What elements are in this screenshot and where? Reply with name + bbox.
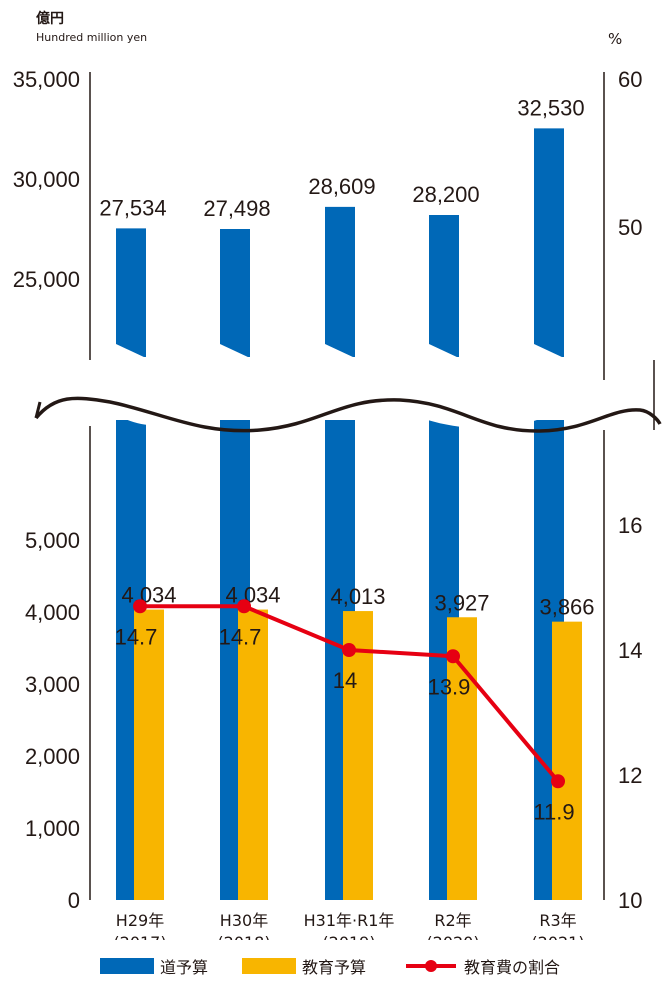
education-data-label: 3,866 [539, 595, 594, 620]
ratio-data-label: 13.9 [428, 674, 471, 699]
right-axis-tick-label: 10 [618, 888, 642, 913]
x-axis-category-label: H29年 [116, 911, 164, 930]
education-bar [238, 609, 268, 900]
budget-bar-upper [325, 206, 355, 358]
ratio-point [133, 599, 147, 614]
left-axis-tick-label: 5,000 [25, 528, 80, 553]
legend-swatch-ratio [406, 960, 456, 972]
education-data-label: 4,034 [121, 583, 176, 608]
left-axis-tick-label: 25,000 [13, 267, 80, 292]
legend: 道予算 教育予算 教育費の割合 [0, 950, 662, 980]
x-axis-category-label: H31年·R1年 [304, 911, 395, 930]
legend-label-budget: 道予算 [160, 958, 209, 977]
left-axis-tick-label: 2,000 [25, 744, 80, 769]
legend-label-education: 教育予算 [302, 958, 367, 977]
x-axis-category-label: R2年 [434, 911, 471, 930]
legend-swatch-education [242, 958, 296, 974]
legend-item-budget: 道予算 [100, 954, 208, 978]
ratio-data-label: 14.7 [115, 624, 158, 649]
left-axis-tick-label: 0 [68, 888, 80, 913]
axis-break-left-cap [34, 401, 42, 419]
right-axis-tick-label: 16 [618, 513, 642, 538]
axis-break-white [0, 357, 662, 429]
axis-break-squiggle [34, 396, 662, 433]
x-axis-category-label: H30年 [220, 911, 268, 930]
education-data-label: 3,927 [434, 590, 489, 615]
legend-item-ratio: 教育費の割合 [404, 954, 560, 978]
budget-data-label: 28,609 [308, 174, 375, 199]
left-axis-tick-label: 1,000 [25, 816, 80, 841]
legend-swatch-budget [100, 958, 154, 974]
budget-bar-upper [429, 215, 459, 358]
right-axis-tick-label: 50 [618, 215, 642, 240]
education-bar [134, 609, 164, 900]
x-axis-category-label: R3年 [539, 911, 576, 930]
budget-data-label: 28,200 [412, 182, 479, 207]
left-axis-tick-label: 30,000 [13, 167, 80, 192]
education-bar [343, 611, 373, 900]
ratio-point [446, 649, 460, 664]
ratio-point [551, 774, 565, 789]
right-axis-unit: % [608, 30, 623, 48]
left-axis-unit-jp: 億円 [36, 11, 64, 27]
left-axis-unit-en: Hundred million yen [36, 31, 148, 44]
legend-item-education: 教育予算 [242, 954, 366, 978]
x-axis-category-label: (2020) [426, 933, 479, 940]
left-axis-tick-label: 35,000 [13, 67, 80, 92]
x-axis-category-label: (2017) [113, 933, 166, 940]
ratio-point [342, 643, 356, 657]
legend-label-ratio: 教育費の割合 [464, 958, 561, 977]
budget-data-label: 27,498 [203, 196, 270, 221]
x-axis-category-label: (2018) [217, 933, 270, 940]
left-axis-tick-label: 4,000 [25, 600, 80, 625]
budget-chart: 27,534 27,498 28,609 28,200 32,530 4,034 4,034… [0, 67, 662, 940]
education-data-label: 4,013 [330, 584, 385, 609]
ratio-data-label: 14 [333, 668, 357, 693]
budget-bar-upper [116, 228, 146, 358]
budget-bar-upper [220, 229, 250, 358]
budget-data-label: 27,534 [99, 195, 166, 220]
budget-bar-upper [534, 128, 564, 358]
ratio-point [237, 599, 251, 614]
right-axis-tick-label: 14 [618, 638, 642, 663]
left-axis-tick-label: 3,000 [25, 672, 80, 697]
right-axis-tick-label: 12 [618, 763, 642, 788]
right-axis-tick-label: 60 [618, 67, 642, 92]
budget-data-label: 32,530 [517, 95, 584, 120]
ratio-data-label: 11.9 [533, 799, 574, 824]
x-axis-category-label: (2019) [322, 933, 375, 940]
x-axis-category-label: (2021) [531, 933, 584, 940]
ratio-data-label: 14.7 [219, 624, 262, 649]
education-bar [552, 621, 582, 900]
education-data-label: 4,034 [225, 583, 280, 608]
